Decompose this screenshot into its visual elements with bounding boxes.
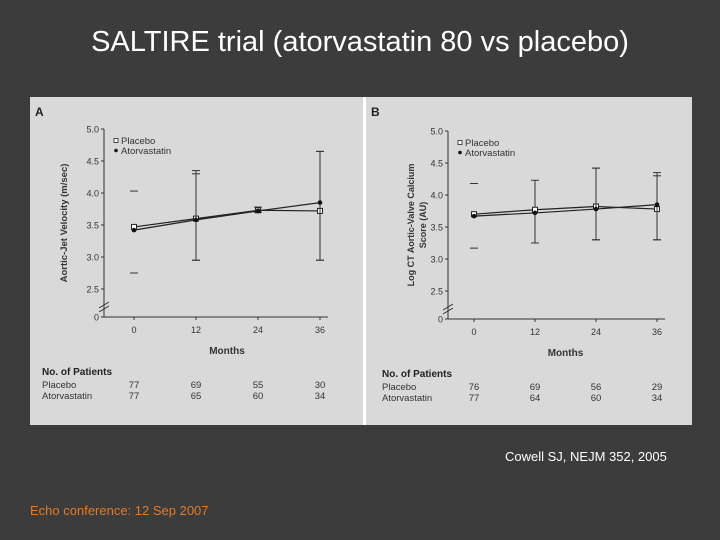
chart-b-axis-break [442, 303, 454, 311]
chart-a-x-tick-label: 36 [315, 325, 325, 335]
chart-a-y-tick-label: 4.5 [86, 157, 99, 167]
chart-b-legend-marker-placebo [457, 140, 463, 145]
chart-b-y-tick-label: 2.5 [430, 287, 443, 297]
chart-a-patients-row-label: Atorvastatin [42, 391, 92, 402]
chart-b-x-axis-label: Months [548, 348, 584, 359]
chart-b-patients-heading: No. of Patients [382, 369, 452, 380]
chart-a-legend-label-atorvastatin: Atorvastatin [121, 146, 171, 157]
chart-b-y-tick-label: 3.0 [430, 255, 443, 265]
chart-a-point-atorvastatin [193, 217, 199, 223]
chart-a-y-tick-label: 2.5 [86, 285, 99, 295]
chart-a-axis-break [98, 301, 110, 309]
chart-a-patients-count: 55 [253, 380, 264, 391]
chart-b-y-tick-label: 3.5 [430, 223, 443, 233]
chart-b-patients-count: 69 [530, 382, 541, 393]
chart-a-x-tick-label: 12 [191, 325, 201, 335]
chart-a-y-tick-label: 3.5 [86, 221, 99, 231]
chart-a-panel-label: A [35, 105, 44, 119]
chart-a-legend-label-placebo: Placebo [121, 136, 155, 147]
chart-a-point-atorvastatin [131, 227, 137, 233]
chart-b-x-tick-label: 0 [471, 327, 476, 337]
chart-b-axis-break [442, 307, 454, 315]
chart-a-patients-count: 69 [191, 380, 202, 391]
chart-b-patients-row-label: Atorvastatin [382, 393, 432, 404]
chart-b-panel-label: B [371, 105, 380, 119]
chart-b-patients-count: 29 [652, 382, 663, 393]
chart-a-patients-count: 30 [315, 380, 326, 391]
chart-a-patients-count: 60 [253, 391, 264, 402]
chart-b-patients-count: 64 [530, 393, 541, 404]
chart-b-legend-marker-atorvastatin [458, 150, 462, 155]
chart-b-point-atorvastatin [471, 213, 477, 219]
chart-b-point-atorvastatin [593, 206, 599, 212]
citation: Cowell SJ, NEJM 352, 2005 [505, 449, 667, 464]
footer-text: Echo conference: 12 Sep 2007 [30, 503, 209, 518]
chart-a-patients-heading: No. of Patients [42, 367, 112, 378]
chart-a-y-tick-label: 4.0 [86, 189, 99, 199]
chart-a-svg: A 0 2.5 3.0 3.5 4.0 4.5 5.0 0 12 24 36 Months Aortic-… [35, 105, 328, 402]
chart-a-legend-marker-placebo [113, 138, 119, 143]
chart-b-series-line-placebo [473, 205, 658, 215]
chart-b-legend-label-placebo: Placebo [465, 138, 499, 149]
chart-a-series-line-placebo [133, 209, 321, 228]
chart-a-x-tick-label: 0 [131, 325, 136, 335]
chart-b-y-tick-label: 4.0 [430, 191, 443, 201]
chart-a-x-axis-label: Months [209, 346, 245, 357]
chart-b-point-atorvastatin [654, 202, 660, 207]
chart-b-svg: B 0 2.5 3.0 3.5 4.0 4.5 5.0 0 12 24 36 Months Log CT … [371, 105, 665, 404]
chart-b-patients-count: 56 [591, 382, 602, 393]
chart-panel-a: A 0 2.5 3.0 3.5 4.0 4.5 5.0 0 12 24 36 Months Aortic-… [30, 97, 363, 425]
chart-a-legend-marker-atorvastatin [114, 148, 118, 153]
chart-a-x-tick-label: 24 [253, 325, 263, 335]
chart-b-patients-count: 34 [652, 393, 663, 404]
chart-a-y-tick-label: 0 [94, 313, 99, 323]
chart-a-y-tick-label: 3.0 [86, 253, 99, 263]
chart-b-y-tick-label: 4.5 [430, 159, 443, 169]
chart-b-patients-row-label: Placebo [382, 382, 416, 393]
chart-b-y-tick-label: 0 [438, 315, 443, 325]
chart-b-patients-count: 60 [591, 393, 602, 404]
chart-a-patients-count: 34 [315, 391, 326, 402]
chart-panel-b: B 0 2.5 3.0 3.5 4.0 4.5 5.0 0 12 24 36 Months Log CT … [366, 97, 692, 425]
chart-b-legend-label-atorvastatin: Atorvastatin [465, 148, 515, 159]
chart-b-y-axis-label: Log CT Aortic-Valve Calcium Score (AU) [406, 164, 428, 287]
chart-a-patients-row-label: Placebo [42, 380, 76, 391]
chart-a-patients-count: 65 [191, 391, 202, 402]
chart-b-patients-count: 77 [469, 393, 480, 404]
figure: A 0 2.5 3.0 3.5 4.0 4.5 5.0 0 12 24 36 Months Aortic-… [30, 97, 692, 425]
chart-a-y-axis-label: Aortic-Jet Velocity (m/sec) [59, 164, 70, 283]
slide-title: SALTIRE trial (atorvastatin 80 vs placeb… [91, 26, 629, 58]
chart-a-y-tick-label: 5.0 [86, 125, 99, 135]
chart-a-axis-break [98, 305, 110, 313]
chart-a-point-atorvastatin [317, 200, 323, 205]
chart-b-series-line-atorvastatin [473, 204, 658, 217]
chart-b-patients-count: 76 [469, 382, 480, 393]
chart-b-x-tick-label: 12 [530, 327, 540, 337]
chart-a-patients-count: 77 [129, 380, 140, 391]
chart-a-point-atorvastatin [255, 208, 261, 214]
chart-a-series-line-atorvastatin [133, 202, 321, 231]
chart-b-point-atorvastatin [532, 210, 538, 216]
chart-b-y-tick-label: 5.0 [430, 127, 443, 137]
chart-b-x-tick-label: 36 [652, 327, 662, 337]
chart-a-patients-count: 77 [129, 391, 140, 402]
chart-b-x-tick-label: 24 [591, 327, 601, 337]
